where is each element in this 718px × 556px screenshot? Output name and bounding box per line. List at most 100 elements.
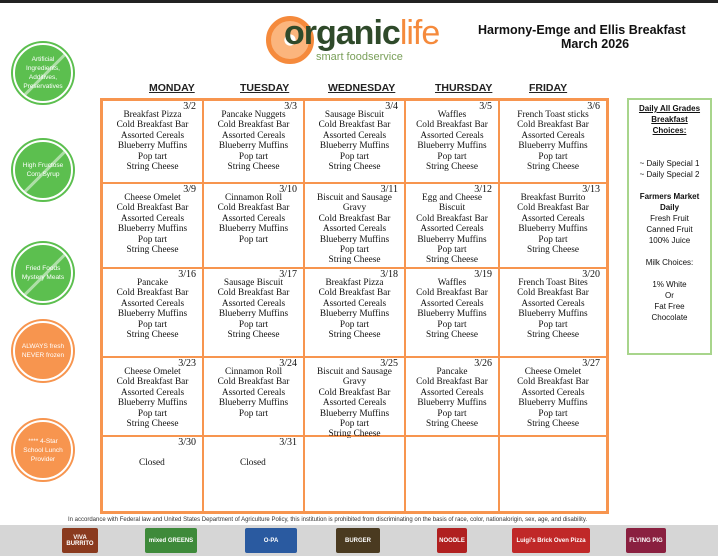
menu-item: Cold Breakfast Bar xyxy=(116,120,189,131)
menu-cell: 3/10 Cinnamon Roll Cold Breakfast Bar Assor… xyxy=(203,183,304,268)
menu-item: Cold Breakfast Bar xyxy=(217,203,290,214)
menu-item: String Cheese xyxy=(527,330,579,341)
menu-item: String Cheese xyxy=(328,429,381,440)
menu-item: Cold Breakfast Bar xyxy=(517,120,589,131)
menu-item: Pop tart xyxy=(538,151,568,162)
menu-item: Pop tart xyxy=(238,319,269,330)
menu-item: Assorted Cereals xyxy=(521,387,585,398)
menu-item: String Cheese xyxy=(426,330,478,341)
brand-logo: FLYING PIG xyxy=(626,528,666,553)
menu-item: Blueberry Muffins xyxy=(417,234,487,245)
daily-choices-panel: Daily All Grades Breakfast Choices: ~ Da… xyxy=(627,98,712,355)
menu-item: Pop tart xyxy=(137,408,168,419)
menu-item: Blueberry Muffins xyxy=(117,141,188,152)
menu-item: String Cheese xyxy=(426,419,478,430)
menu-item: Cold Breakfast Bar xyxy=(217,120,290,131)
menu-item: Blueberry Muffins xyxy=(117,398,188,409)
brand-logo: O-PA xyxy=(245,528,297,553)
day-header-thursday: THURSDAY xyxy=(435,82,493,94)
orange-icon xyxy=(266,16,314,64)
menu-item: Cinnamon Roll xyxy=(224,367,283,377)
menu-item: Pop tart xyxy=(238,151,269,162)
menu-item: Cold Breakfast Bar xyxy=(318,213,391,224)
cell-date: 3/12 xyxy=(474,184,492,195)
menu-item: Assorted Cereals xyxy=(322,130,387,141)
brand-logo: mixed GREENS xyxy=(145,528,197,553)
menu-cell xyxy=(405,436,499,512)
menu-item: Gravy xyxy=(342,203,367,214)
menu-item: String Cheese xyxy=(227,162,280,173)
menu-cell xyxy=(499,436,607,512)
menu-item: Cheese Omelet xyxy=(124,193,181,203)
badge-no-0: Artificial Ingredients, Additives, Prese… xyxy=(13,43,73,103)
menu-cell: 3/16 Pancake Cold Breakfast Bar Assorted Ce… xyxy=(102,268,203,357)
menu-item: Blueberry Muffins xyxy=(518,398,588,409)
menu-cell: 3/30 Closed xyxy=(102,436,203,512)
menu-item: Assorted Cereals xyxy=(322,398,387,409)
menu-item: Waffles xyxy=(437,110,467,120)
menu-item: Assorted Cereals xyxy=(322,224,387,235)
menu-item: Assorted Cereals xyxy=(322,298,387,309)
menu-item: Waffles xyxy=(437,278,467,288)
day-header-wednesday: WEDNESDAY xyxy=(328,82,396,94)
menu-item: String Cheese xyxy=(126,245,179,256)
menu-item: Cold Breakfast Bar xyxy=(318,387,391,398)
menu-cell: 3/13 Breakfast Burrito Cold Breakfast Bar A… xyxy=(499,183,607,268)
menu-item: Assorted Cereals xyxy=(221,298,286,309)
menu-item: Blueberry Muffins xyxy=(319,234,390,245)
menu-item: Cold Breakfast Bar xyxy=(116,288,189,299)
menu-item: Cold Breakfast Bar xyxy=(416,213,488,224)
menu-item: Pop tart xyxy=(238,234,269,245)
menu-cell: 3/31 Closed xyxy=(203,436,304,512)
cell-date: 3/2 xyxy=(183,101,196,112)
menu-item: Pop tart xyxy=(137,151,168,162)
menu-item: Blueberry Muffins xyxy=(417,141,487,152)
cell-date: 3/13 xyxy=(582,184,600,195)
menu-cell: 3/12 Egg and Cheese Biscuit Cold Breakfast … xyxy=(405,183,499,268)
menu-item: Blueberry Muffins xyxy=(417,309,487,320)
menu-cell: 3/20 French Toast Bites Cold Breakfast Bar… xyxy=(499,268,607,357)
cell-date: 3/3 xyxy=(284,101,297,112)
menu-item: String Cheese xyxy=(527,245,579,256)
menu-item: Assorted Cereals xyxy=(420,130,484,141)
menu-item: Blueberry Muffins xyxy=(218,309,289,320)
menu-item: String Cheese xyxy=(426,255,478,266)
menu-item: Pop tart xyxy=(137,234,168,245)
menu-item: String Cheese xyxy=(527,419,579,430)
badge-no-2: Fried Foods Mystery Meats xyxy=(13,243,73,303)
menu-item: String Cheese xyxy=(126,162,179,173)
badge-4: **** 4-Star School Lunch Provider xyxy=(13,420,73,480)
day-header-monday: MONDAY xyxy=(149,82,195,94)
menu-item: Sausage Biscuit xyxy=(324,110,385,120)
menu-cell: 3/18 Breakfast Pizza Cold Breakfast Bar Ass… xyxy=(304,268,405,357)
menu-item: Pop tart xyxy=(538,319,568,330)
menu-item: String Cheese xyxy=(527,162,579,173)
cell-date: 3/23 xyxy=(178,358,196,369)
menu-item: Assorted Cereals xyxy=(521,213,585,224)
menu-item: Blueberry Muffins xyxy=(518,309,588,320)
cell-date: 3/4 xyxy=(385,101,398,112)
cell-date: 3/20 xyxy=(582,269,600,280)
menu-item: Blueberry Muffins xyxy=(218,398,289,409)
menu-item: Blueberry Muffins xyxy=(319,309,390,320)
menu-item: Pop tart xyxy=(437,151,467,162)
menu-item: Breakfast Pizza xyxy=(123,110,182,120)
menu-item: Breakfast Burrito xyxy=(520,193,586,203)
menu-item: Cheese Omelet xyxy=(524,367,582,377)
menu-item: Pop tart xyxy=(538,408,568,419)
menu-item: Blueberry Muffins xyxy=(319,408,390,419)
menu-item: Assorted Cereals xyxy=(120,298,185,309)
menu-cell: 3/24 Cinnamon Roll Cold Breakfast Bar Assor… xyxy=(203,357,304,436)
menu-item: Cold Breakfast Bar xyxy=(416,120,488,131)
menu-item: Pop tart xyxy=(339,151,370,162)
top-border xyxy=(0,0,718,3)
menu-item: Biscuit and Sausage xyxy=(317,193,392,203)
menu-item: String Cheese xyxy=(126,419,179,430)
brand-logo-strip: VIVA BURRITO mixed GREENS O-PA BURGER NOODLE… xyxy=(0,525,718,556)
cell-date: 3/5 xyxy=(479,101,492,112)
menu-cell: 3/4 Sausage Biscuit Cold Breakfast Bar Asso… xyxy=(304,100,405,183)
menu-item: String Cheese xyxy=(328,255,381,266)
menu-item: Blueberry Muffins xyxy=(218,224,289,235)
cell-date: 3/6 xyxy=(587,101,600,112)
cell-date: 3/24 xyxy=(279,358,297,369)
